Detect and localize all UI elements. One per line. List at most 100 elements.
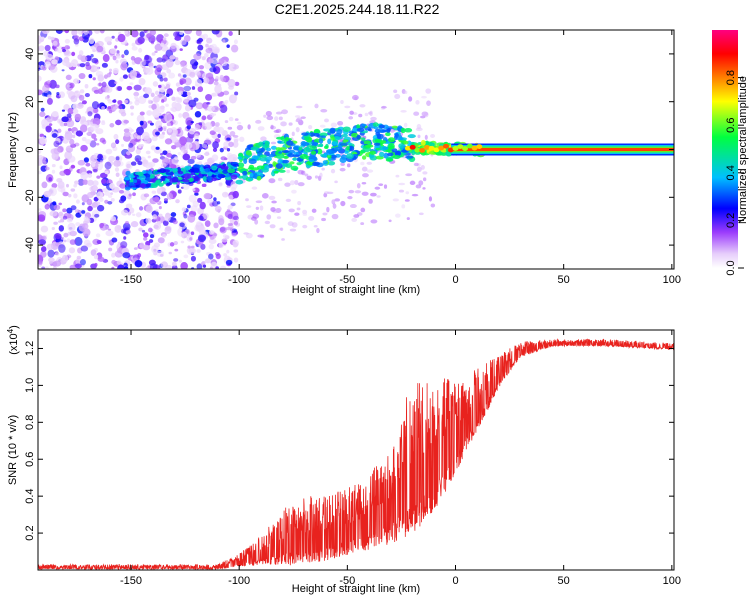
signal-track-blob: [304, 136, 310, 141]
spectral-noise-blob: [215, 266, 220, 269]
spectral-noise-blob: [166, 122, 171, 127]
spectral-noise-blob: [164, 86, 168, 89]
spectral-noise-blob: [125, 203, 133, 209]
snr-series-line: [38, 338, 674, 570]
signal-track-blob: [281, 149, 290, 154]
signal-track-blob: [292, 157, 298, 161]
spectral-noise-blob: [160, 45, 169, 52]
signal-track-blob: [316, 148, 323, 155]
spectral-noise-blob: [138, 227, 143, 232]
spectral-noise-blob: [211, 43, 217, 50]
spectral-faint-blob: [418, 212, 424, 216]
spectral-faint-blob: [268, 178, 276, 184]
spectral-noise-blob: [150, 92, 155, 98]
spectral-noise-blob: [227, 79, 236, 88]
spectral-noise-blob: [104, 161, 112, 170]
spectral-noise-blob: [117, 241, 121, 245]
spectral-noise-blob: [39, 136, 47, 145]
spectral-noise-blob: [75, 130, 84, 137]
spectral-noise-blob: [149, 234, 155, 239]
spectral-noise-blob: [118, 177, 123, 182]
spectral-noise-blob: [135, 212, 142, 218]
spectral-noise-blob: [173, 241, 178, 246]
spectral-noise-blob: [198, 215, 204, 221]
spectral-noise-blob: [205, 47, 214, 54]
spectral-noise-blob: [49, 210, 58, 217]
spectral-noise-blob: [109, 123, 115, 128]
signal-track-blob: [310, 150, 317, 155]
spectral-noise-blob: [105, 230, 114, 237]
signal-track-blob: [407, 134, 416, 139]
spectral-noise-blob: [90, 249, 97, 256]
spectral-faint-blob: [245, 198, 249, 202]
spectral-noise-blob: [161, 233, 167, 239]
spectral-noise-blob: [158, 84, 162, 89]
spectral-faint-blob: [321, 150, 326, 154]
spectral-faint-blob: [237, 121, 242, 125]
spectral-noise-blob: [57, 128, 62, 133]
spectral-faint-blob: [349, 204, 357, 209]
spectral-noise-blob: [51, 59, 58, 65]
spectral-noise-blob: [123, 131, 131, 137]
spectral-noise-blob: [211, 200, 219, 207]
signal-track-blob: [248, 158, 257, 165]
spectral-noise-blob: [74, 180, 79, 185]
spectral-noise-blob: [47, 79, 51, 84]
signal-track-blob: [312, 161, 321, 166]
spectral-noise-blob: [130, 221, 139, 228]
spectral-faint-blob: [413, 162, 419, 167]
colorbar: 0.0 0.2 0.4 0.6 0.8 Normalized spectral ampl…: [712, 30, 749, 276]
spectral-noise-blob: [124, 99, 129, 104]
spectral-noise-blob: [153, 147, 162, 154]
spectral-noise-blob: [154, 68, 161, 76]
spectral-noise-blob: [38, 170, 42, 175]
spectral-noise-blob: [102, 225, 110, 231]
spectral-noise-blob: [61, 109, 65, 112]
spectral-noise-blob: [38, 208, 42, 212]
spectral-noise-blob: [53, 140, 60, 148]
spectral-noise-blob: [166, 192, 174, 200]
spectral-noise-blob: [108, 68, 113, 72]
signal-track-blob: [237, 156, 243, 160]
spectral-noise-blob: [90, 53, 94, 58]
signal-track-blob: [405, 155, 414, 159]
signal-track-blob: [313, 132, 320, 137]
spectral-faint-blob: [266, 115, 274, 121]
signal-track-blob: [298, 146, 303, 151]
spectral-noise-blob: [142, 232, 149, 238]
spectral-noise-blob: [120, 241, 128, 249]
spectral-noise-blob: [230, 63, 235, 68]
spectral-noise-blob: [72, 103, 78, 110]
spectral-noise-blob: [158, 206, 162, 210]
spectral-noise-blob: [185, 136, 194, 144]
spectral-noise-blob: [138, 47, 143, 53]
spectral-faint-blob: [291, 189, 297, 194]
spectral-noise-blob: [199, 201, 206, 210]
spectral-noise-blob: [143, 135, 151, 144]
spectral-noise-blob: [92, 117, 101, 126]
spectral-faint-blob: [422, 187, 426, 190]
signal-track-blob: [137, 171, 144, 177]
signal-track-blob: [232, 163, 240, 167]
spectral-noise-blob: [166, 153, 173, 158]
signal-track-blob: [279, 147, 287, 151]
spectral-noise-blob: [194, 123, 201, 131]
signal-track-blob: [173, 171, 179, 177]
spectral-noise-blob: [132, 213, 136, 217]
spectral-noise-blob: [78, 94, 85, 101]
spectral-noise-blob: [165, 58, 174, 68]
spectral-noise-blob: [91, 201, 98, 208]
spectral-noise-blob: [180, 146, 189, 154]
spectral-noise-blob: [132, 192, 136, 197]
spectral-noise-blob: [124, 220, 130, 225]
spectral-faint-blob: [281, 238, 285, 241]
spectral-noise-blob: [139, 111, 145, 116]
spectral-noise-blob: [55, 48, 60, 52]
spectral-faint-blob: [239, 136, 245, 143]
spectral-faint-blob: [277, 177, 283, 182]
spectral-noise-blob: [110, 216, 117, 222]
spectral-noise-blob: [136, 135, 141, 140]
signal-track-blob: [309, 145, 318, 151]
spectral-noise-blob: [46, 243, 54, 251]
spectral-faint-blob: [364, 112, 369, 117]
